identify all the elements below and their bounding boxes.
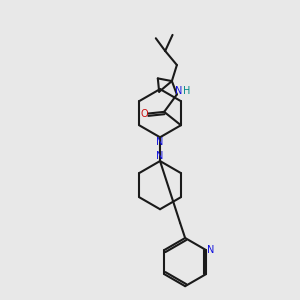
- Text: N: N: [156, 152, 164, 161]
- Text: N: N: [207, 245, 214, 255]
- Text: N: N: [175, 86, 182, 96]
- Text: O: O: [140, 109, 148, 118]
- Text: N: N: [156, 137, 164, 147]
- Text: H: H: [183, 86, 190, 96]
